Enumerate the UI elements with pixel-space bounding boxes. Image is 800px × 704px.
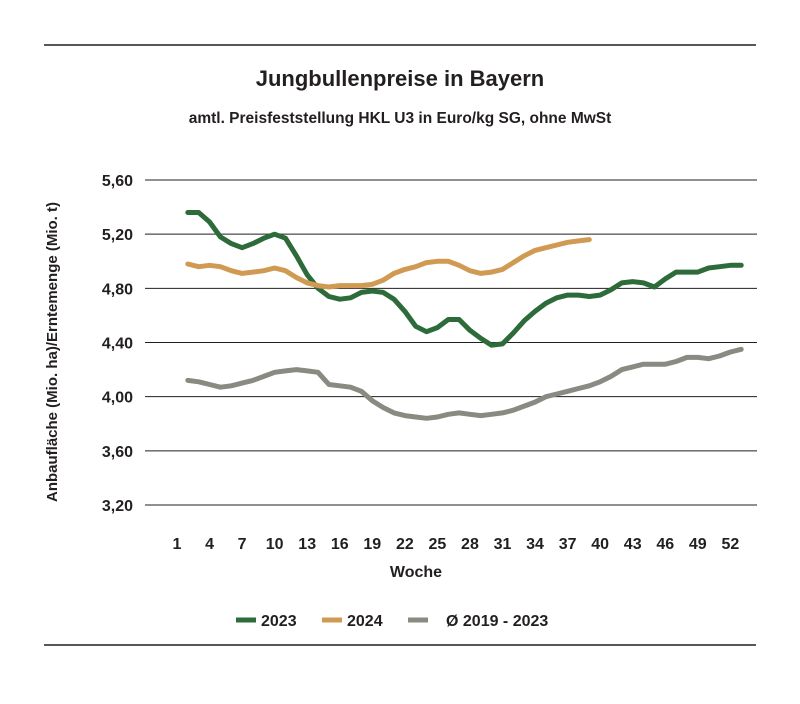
y-tick-label: 5,60 (102, 173, 133, 190)
x-tick-label: 16 (331, 536, 349, 553)
x-tick-label: 1 (173, 536, 182, 553)
x-tick-label: 10 (266, 536, 284, 553)
x-tick-label: 28 (461, 536, 479, 553)
chart-subtitle: amtl. Preisfeststellung HKL U3 in Euro/k… (189, 110, 612, 127)
grid-lines (145, 179, 757, 506)
y-tick-label: 3,20 (102, 498, 133, 515)
x-tick-label: 31 (494, 536, 512, 553)
x-tick-label: 4 (205, 536, 214, 553)
x-tick-label: 22 (396, 536, 414, 553)
x-tick-label: 13 (298, 536, 316, 553)
x-tick-label: 25 (429, 536, 447, 553)
y-tick-labels: 5,60 5,20 4,80 4,40 4,00 3,60 3,20 (102, 173, 133, 515)
x-tick-label: 43 (624, 536, 642, 553)
x-tick-label: 52 (721, 536, 739, 553)
chart-title: Jungbullenpreise in Bayern (256, 66, 545, 91)
x-tick-label: 34 (526, 536, 544, 553)
y-tick-label: 4,00 (102, 390, 133, 407)
x-tick-labels: 1 4 7 10 13 16 19 22 25 28 31 34 37 40 43 46 49 52 (173, 536, 740, 553)
x-tick-label: 19 (363, 536, 381, 553)
x-tick-label: 46 (656, 536, 674, 553)
x-tick-label: 49 (689, 536, 707, 553)
y-tick-label: 4,40 (102, 336, 133, 353)
legend-label: 2023 (261, 613, 297, 630)
y-tick-label: 4,80 (102, 281, 133, 298)
y-axis-label: Anbaufläche (Mio. ha)/Erntemenge (Mio. t… (44, 202, 61, 502)
x-axis-label: Woche (390, 564, 442, 581)
series-line-s2023 (185, 210, 744, 348)
legend-label: 2024 (347, 613, 383, 630)
y-tick-label: 5,20 (102, 227, 133, 244)
x-tick-label: 40 (591, 536, 609, 553)
legend: 2023 2024 Ø 2019 - 2023 (236, 613, 548, 630)
x-tick-label: 37 (559, 536, 577, 553)
series-lines (185, 210, 744, 421)
series-line-s2024 (185, 237, 592, 290)
legend-label: Ø 2019 - 2023 (446, 613, 548, 630)
y-tick-label: 3,60 (102, 444, 133, 461)
x-tick-label: 7 (238, 536, 247, 553)
series-line-savg (185, 346, 744, 421)
